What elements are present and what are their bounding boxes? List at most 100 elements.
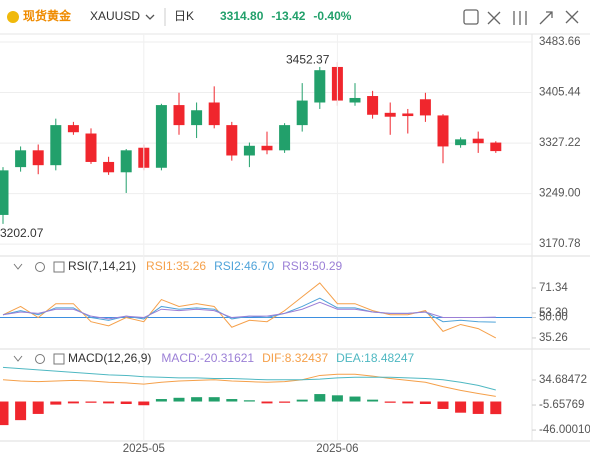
y-tick-label: 3327.22: [539, 137, 581, 149]
expand-icon[interactable]: [53, 353, 65, 365]
macd-bar: [455, 401, 467, 413]
macd-bar: [50, 401, 62, 405]
indicator-legend: MACD:-20.31621: [161, 351, 254, 365]
y-tick-label: 50.00: [539, 312, 568, 324]
low-label: 3202.07: [0, 226, 44, 240]
y-tick-label: 53.30: [539, 307, 568, 319]
candle-body: [243, 145, 255, 156]
y-tick-label: -46.00010: [539, 424, 590, 436]
collapse-icon[interactable]: [13, 355, 23, 362]
change-percent: -0.40%: [313, 9, 351, 23]
macd-bar: [490, 401, 502, 415]
macd-bar: [138, 401, 150, 406]
candle-body: [279, 125, 291, 151]
candle-body: [261, 145, 273, 151]
settings-icon[interactable]: [35, 354, 45, 364]
tool-icon[interactable]: [513, 11, 527, 25]
indicator-line: [2, 366, 496, 391]
macd-bar: [173, 397, 185, 402]
candle-body: [472, 138, 484, 144]
candle-body: [120, 150, 132, 173]
macd-bar: [437, 401, 449, 409]
candle-body: [437, 115, 449, 147]
macd-bar: [384, 401, 396, 403]
indicator-title: RSI(7,14,21): [68, 259, 136, 273]
indicator-legend: DEA:18.48247: [336, 351, 414, 365]
candle-body: [490, 142, 502, 152]
y-tick-label: 34.68472: [539, 374, 587, 386]
candle-body: [226, 125, 238, 156]
macd-bar: [261, 401, 273, 404]
y-tick-label: -5.65769: [539, 399, 584, 411]
y-tick-label: 3249.00: [539, 188, 581, 200]
indicator-legend: DIF:8.32437: [262, 351, 328, 365]
macd-bar: [331, 395, 343, 402]
macd-bar: [15, 401, 27, 421]
symbol-name[interactable]: 现货黄金: [23, 8, 72, 23]
candle-body: [208, 102, 220, 126]
macd-bar: [191, 397, 203, 402]
indicator-legend: RSI1:35.26: [146, 259, 206, 273]
indicator-legend: RSI3:50.29: [282, 259, 342, 273]
macd-bar: [296, 399, 308, 402]
macd-bar: [349, 396, 361, 402]
candle-body: [349, 97, 361, 103]
collapse-icon[interactable]: [13, 263, 23, 270]
high-label: 3452.37: [286, 52, 330, 66]
y-tick-label: 71.34: [539, 282, 568, 294]
dropdown-arrow[interactable]: [145, 14, 155, 20]
candle-body: [103, 161, 115, 173]
y-tick-label: 35.26: [539, 332, 568, 344]
macd-bar: [155, 399, 167, 402]
candle-body: [85, 133, 97, 162]
tool-icon[interactable]: [487, 11, 501, 25]
candle-body: [32, 150, 44, 166]
macd-bar: [32, 401, 44, 414]
indicator-line: [2, 373, 496, 397]
macd-bar: [419, 401, 431, 404]
price: 3314.80: [220, 9, 264, 23]
candle-body: [455, 139, 467, 146]
indicator-legend: RSI2:46.70: [214, 259, 274, 273]
candle-body: [402, 113, 414, 117]
macd-bar: [472, 401, 484, 414]
y-tick-label: 3405.44: [539, 87, 581, 99]
close-icon[interactable]: [565, 10, 579, 24]
x-tick-label: 2025-06: [316, 443, 358, 455]
candle-body: [67, 125, 79, 133]
candle-body: [15, 150, 27, 168]
period[interactable]: 日K: [174, 9, 194, 23]
candle-body: [314, 70, 326, 103]
macd-bar: [208, 397, 220, 402]
macd-bar: [67, 401, 79, 404]
macd-bar: [402, 401, 414, 404]
candle-body: [191, 110, 203, 126]
y-tick-label: 3483.66: [539, 36, 581, 48]
symbol-code[interactable]: XAUUSD: [90, 9, 140, 23]
macd-bar: [226, 399, 238, 402]
candle-body: [173, 105, 185, 126]
candle-body: [384, 112, 396, 117]
candle-body: [419, 99, 431, 116]
macd-bar: [103, 401, 115, 404]
change: -13.42: [271, 9, 305, 23]
indicator-line: [2, 301, 496, 320]
tool-icon[interactable]: [463, 9, 479, 25]
settings-icon[interactable]: [35, 262, 45, 272]
expand-icon[interactable]: [53, 261, 65, 273]
macd-bar: [243, 400, 255, 402]
y-tick-label: 3170.78: [539, 238, 581, 250]
symbol-icon: [7, 11, 19, 23]
candle-body: [367, 96, 379, 115]
candle-body: [155, 105, 167, 168]
candle-body: [296, 100, 308, 126]
macd-bar: [0, 401, 9, 426]
candle-body: [50, 125, 62, 166]
macd-bar: [85, 401, 97, 403]
expand-icon[interactable]: [539, 11, 553, 25]
macd-bar: [120, 401, 132, 404]
x-tick-label: 2025-05: [123, 443, 165, 455]
macd-bar: [367, 399, 379, 402]
